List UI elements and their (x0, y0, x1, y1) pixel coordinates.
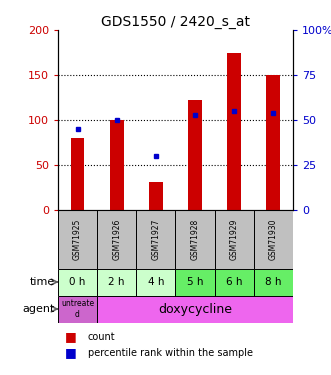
Text: untreate
d: untreate d (61, 299, 94, 319)
Text: count: count (88, 332, 115, 342)
Bar (97, 210, 136, 268)
Bar (97, 268, 136, 296)
Bar (58, 210, 97, 268)
Bar (97, 296, 293, 322)
Bar (58, 268, 97, 296)
Text: ■: ■ (65, 346, 76, 359)
Text: GSM71926: GSM71926 (112, 219, 121, 260)
Bar (254, 210, 293, 268)
Bar (214, 268, 254, 296)
Bar (266, 75, 280, 210)
Text: GSM71929: GSM71929 (230, 219, 239, 260)
Text: 5 h: 5 h (187, 277, 203, 287)
Text: GSM71930: GSM71930 (269, 219, 278, 260)
Bar (188, 100, 202, 210)
Text: GSM71925: GSM71925 (73, 219, 82, 260)
Text: agent: agent (22, 304, 55, 314)
Bar (254, 268, 293, 296)
Text: 8 h: 8 h (265, 277, 282, 287)
Text: 6 h: 6 h (226, 277, 242, 287)
Bar (110, 120, 123, 210)
Bar (136, 268, 175, 296)
Bar (214, 210, 254, 268)
Text: 4 h: 4 h (148, 277, 164, 287)
Text: time: time (29, 277, 55, 287)
Text: 2 h: 2 h (109, 277, 125, 287)
Text: 0 h: 0 h (69, 277, 86, 287)
Title: GDS1550 / 2420_s_at: GDS1550 / 2420_s_at (101, 15, 250, 29)
Bar (175, 268, 214, 296)
Text: GSM71927: GSM71927 (151, 219, 160, 260)
Text: GSM71928: GSM71928 (191, 219, 200, 260)
Bar (58, 296, 97, 322)
Bar (175, 210, 214, 268)
Bar (227, 53, 241, 210)
Bar (149, 182, 163, 210)
Text: ■: ■ (65, 330, 76, 343)
Text: doxycycline: doxycycline (158, 303, 232, 315)
Bar (71, 138, 84, 210)
Bar (136, 210, 175, 268)
Text: percentile rank within the sample: percentile rank within the sample (88, 348, 253, 357)
